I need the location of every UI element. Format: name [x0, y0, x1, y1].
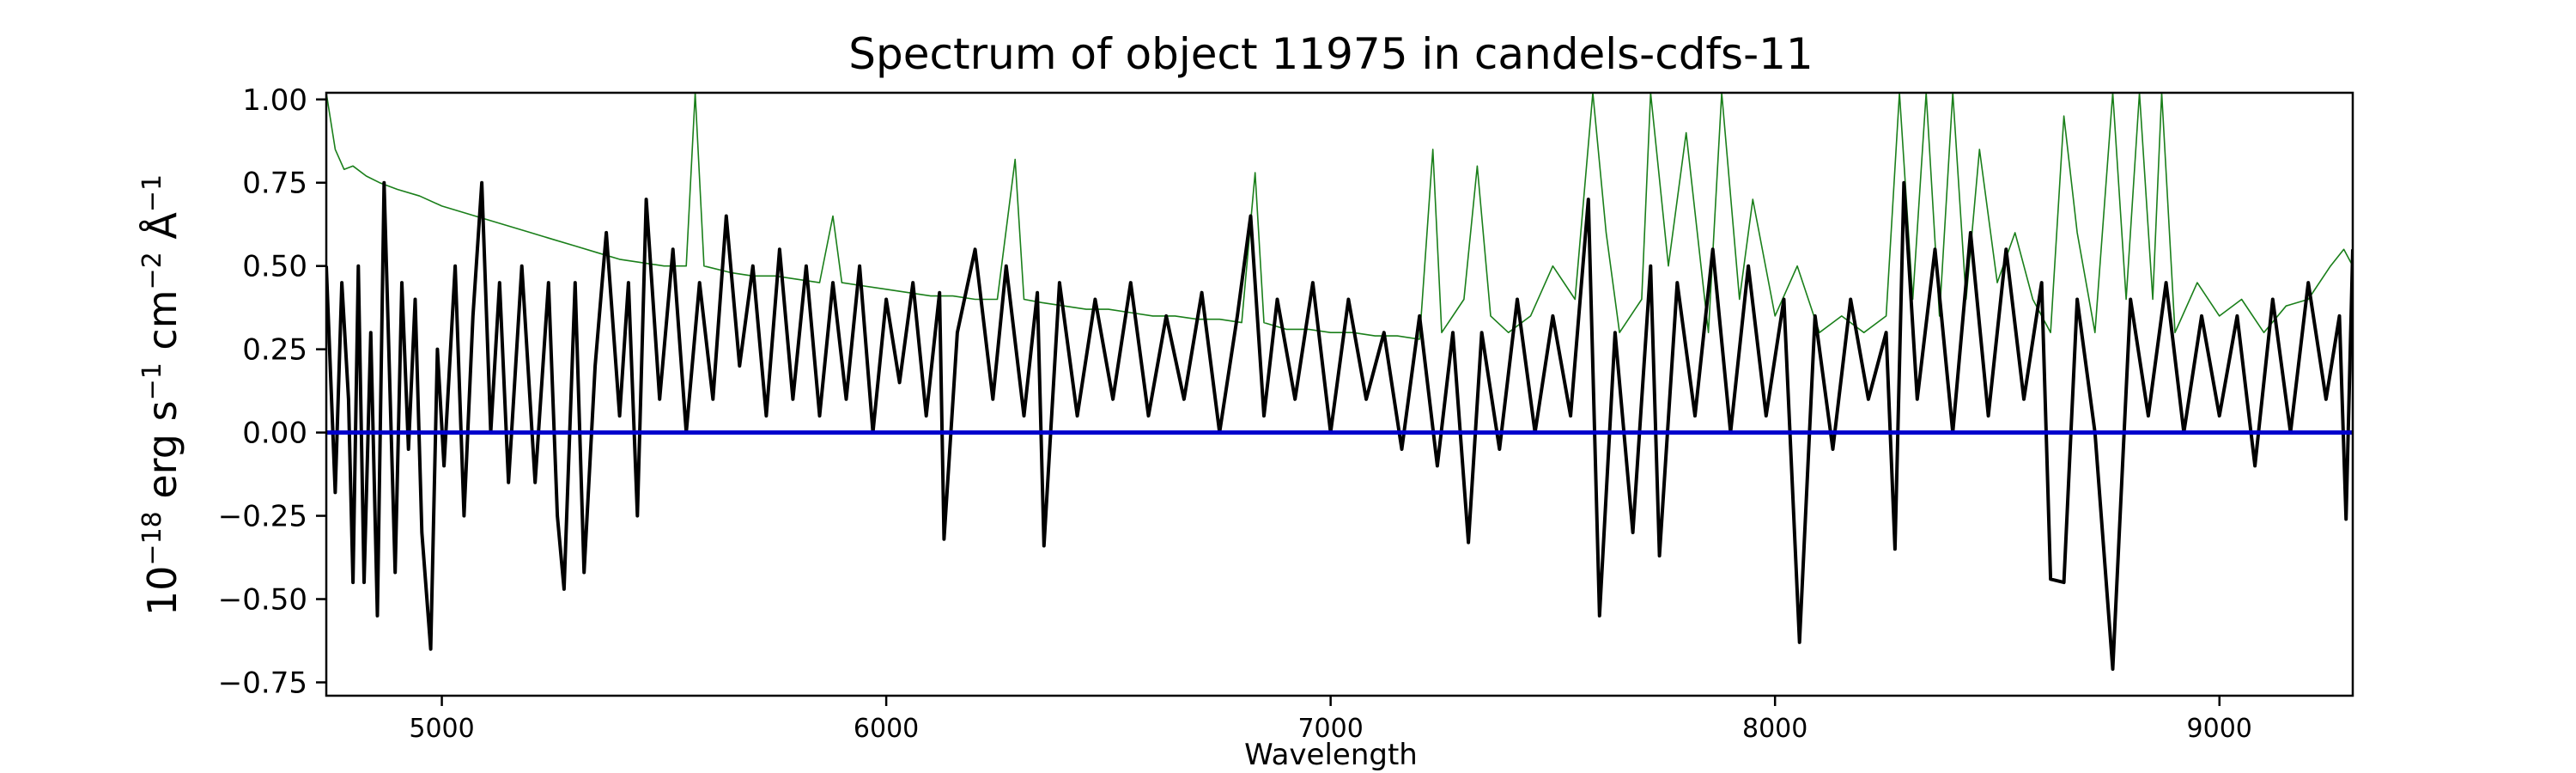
- y-tick-label: −0.75: [218, 666, 307, 700]
- y-tick-label: 0.25: [242, 333, 307, 368]
- y-label-part3: Å: [139, 212, 185, 253]
- x-tick-label: 6000: [854, 714, 919, 744]
- plot-area: [326, 93, 2353, 671]
- y-label-base: 10: [139, 566, 185, 617]
- y-label-part1: erg s: [139, 400, 185, 511]
- y-label-exp3: −2: [137, 252, 167, 289]
- y-axis-label: 10−18 erg s−1 cm−2 Å−1: [137, 174, 185, 616]
- y-tick-label: −0.25: [218, 500, 307, 534]
- y-tick-label: −0.50: [218, 583, 307, 618]
- x-tick-label: 8000: [1742, 714, 1807, 744]
- x-axis-label: Wavelength: [1244, 738, 1418, 772]
- y-axis-ticks: 1.00 0.75 0.50 0.25 0.00 −0.25 −0.50 −0.75: [218, 83, 326, 700]
- y-label-exp1: −18: [137, 511, 167, 565]
- y-label-part2: cm: [139, 289, 185, 362]
- y-tick-label: 1.00: [242, 83, 307, 118]
- y-tick-label: 0.00: [242, 417, 307, 451]
- x-tick-label: 7000: [1297, 714, 1363, 744]
- x-tick-label: 9000: [2187, 714, 2252, 744]
- chart-title: Spectrum of object 11975 in candels-cdfs…: [848, 29, 1814, 79]
- axes-frame: [325, 91, 2354, 697]
- y-tick-label: 0.50: [242, 250, 307, 284]
- y-label-exp2: −1: [137, 362, 167, 400]
- x-tick-label: 5000: [409, 714, 474, 744]
- y-label-exp4: −1: [137, 174, 167, 212]
- series-flux-line: [326, 180, 2353, 671]
- y-tick-label: 0.75: [242, 167, 307, 201]
- x-axis-ticks: 5000 6000 7000 8000 9000: [409, 696, 2252, 744]
